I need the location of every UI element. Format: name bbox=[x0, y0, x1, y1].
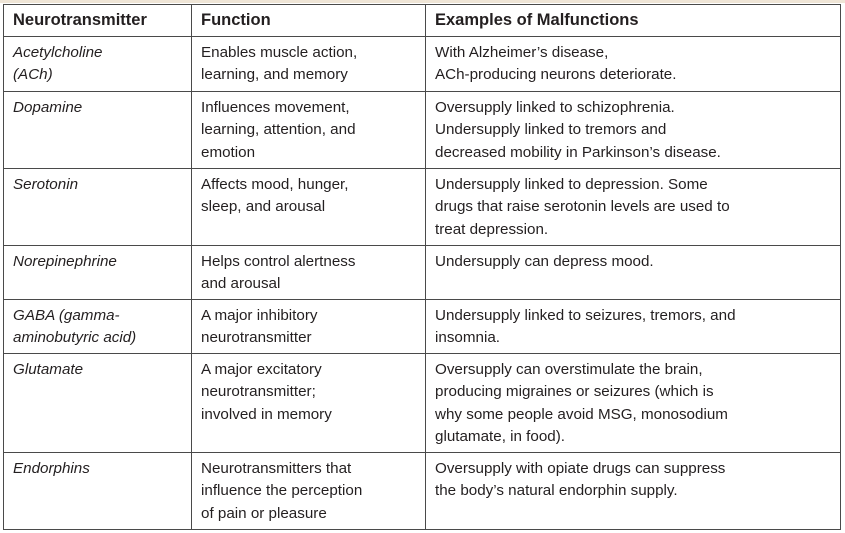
cell-function: Helps control alertness and arousal bbox=[191, 245, 426, 300]
cell-line: emotion bbox=[201, 143, 256, 161]
cell-function: Enables muscle action, learning, and mem… bbox=[191, 36, 426, 92]
cell-line: With Alzheimer’s disease, bbox=[435, 44, 609, 61]
table-row: Norepinephrine Helps control alertness a… bbox=[3, 245, 841, 300]
table-row: Dopamine Influences movement, learning, … bbox=[3, 91, 841, 169]
table-row: Serotonin Affects mood, hunger, sleep, a… bbox=[3, 168, 841, 246]
cell-line: glutamate, in food). bbox=[435, 428, 566, 446]
header-row: Neurotransmitter Function Examples of Ma… bbox=[3, 4, 841, 37]
cell-line: neurotransmitter bbox=[201, 329, 312, 347]
cell-malfunction: Oversupply with opiate drugs can suppres… bbox=[425, 452, 841, 530]
cell-line: ACh-producing neurons deteriorate. bbox=[435, 66, 677, 84]
cell-line: the body’s natural endorphin supply. bbox=[435, 482, 678, 500]
cell-line: why some people avoid MSG, monosodium bbox=[435, 405, 728, 423]
cell-line: Oversupply linked to schizophrenia. bbox=[435, 99, 675, 116]
cell-line: Undersupply linked to seizures, tremors,… bbox=[435, 307, 736, 324]
cell-line: treat depression. bbox=[435, 220, 549, 238]
cell-line: influence the perception bbox=[201, 482, 363, 500]
cell-line: producing migraines or seizures (which i… bbox=[435, 383, 714, 401]
table-row: GABA (gamma- aminobutyric acid) A major … bbox=[3, 299, 841, 354]
cell-line: (ACh) bbox=[13, 66, 53, 84]
table-row: Glutamate A major excitatory neurotransm… bbox=[3, 353, 841, 453]
cell-line: learning, and memory bbox=[201, 66, 348, 84]
cell-line: Serotonin bbox=[13, 176, 79, 193]
cell-function: Affects mood, hunger, sleep, and arousal bbox=[191, 168, 426, 246]
cell-line: Oversupply with opiate drugs can suppres… bbox=[435, 460, 726, 477]
header-function: Function bbox=[191, 4, 426, 37]
cell-malfunction: Oversupply linked to schizophrenia. Unde… bbox=[425, 91, 841, 169]
cell-line: GABA (gamma- bbox=[13, 307, 120, 324]
cell-neurotransmitter: Serotonin bbox=[3, 168, 192, 246]
cell-line: and arousal bbox=[201, 275, 281, 293]
cell-neurotransmitter: Norepinephrine bbox=[3, 245, 192, 300]
cell-function: A major excitatory neurotransmitter; inv… bbox=[191, 353, 426, 453]
cell-line: Glutamate bbox=[13, 361, 84, 378]
cell-neurotransmitter: Dopamine bbox=[3, 91, 192, 169]
cell-line: aminobutyric acid) bbox=[13, 329, 137, 347]
header-malfunctions: Examples of Malfunctions bbox=[425, 4, 841, 37]
cell-line: Undersupply can depress mood. bbox=[435, 253, 654, 270]
cell-line: Helps control alertness bbox=[201, 253, 356, 270]
cell-line: learning, attention, and bbox=[201, 121, 356, 139]
cell-line: insomnia. bbox=[435, 329, 500, 347]
cell-neurotransmitter: GABA (gamma- aminobutyric acid) bbox=[3, 299, 192, 354]
cell-line: Endorphins bbox=[13, 460, 90, 477]
header-neurotransmitter: Neurotransmitter bbox=[3, 4, 192, 37]
table-row: Acetylcholine (ACh) Enables muscle actio… bbox=[3, 36, 841, 92]
cell-line: involved in memory bbox=[201, 405, 332, 423]
cell-line: of pain or pleasure bbox=[201, 504, 327, 522]
cell-neurotransmitter: Endorphins bbox=[3, 452, 192, 530]
table-row: Endorphins Neurotransmitters that influe… bbox=[3, 452, 841, 530]
cell-function: Neurotransmitters that influence the per… bbox=[191, 452, 426, 530]
cell-neurotransmitter: Acetylcholine (ACh) bbox=[3, 36, 192, 92]
cell-line: drugs that raise serotonin levels are us… bbox=[435, 198, 730, 216]
cell-malfunction: Undersupply can depress mood. bbox=[425, 245, 841, 300]
cell-line: Norepinephrine bbox=[13, 253, 117, 270]
cell-line: Affects mood, hunger, bbox=[201, 176, 349, 193]
cell-line: Neurotransmitters that bbox=[201, 460, 352, 477]
cell-line: Oversupply can overstimulate the brain, bbox=[435, 361, 703, 378]
cell-line: Undersupply linked to depression. Some bbox=[435, 176, 708, 193]
table-header: Neurotransmitter Function Examples of Ma… bbox=[3, 4, 841, 37]
cell-line: Dopamine bbox=[13, 99, 83, 116]
cell-line: decreased mobility in Parkinson’s diseas… bbox=[435, 143, 721, 161]
cell-line: A major inhibitory bbox=[201, 307, 318, 324]
neurotransmitter-table: Neurotransmitter Function Examples of Ma… bbox=[3, 4, 841, 530]
cell-malfunction: Oversupply can overstimulate the brain, … bbox=[425, 353, 841, 453]
cell-line: neurotransmitter; bbox=[201, 383, 316, 401]
cell-function: Influences movement, learning, attention… bbox=[191, 91, 426, 169]
cell-malfunction: Undersupply linked to depression. Some d… bbox=[425, 168, 841, 246]
cell-malfunction: Undersupply linked to seizures, tremors,… bbox=[425, 299, 841, 354]
cell-line: Influences movement, bbox=[201, 99, 350, 116]
cell-line: Undersupply linked to tremors and bbox=[435, 121, 667, 139]
cell-line: Enables muscle action, bbox=[201, 44, 358, 61]
cell-malfunction: With Alzheimer’s disease, ACh-producing … bbox=[425, 36, 841, 92]
cell-neurotransmitter: Glutamate bbox=[3, 353, 192, 453]
cell-function: A major inhibitory neurotransmitter bbox=[191, 299, 426, 354]
cell-line: A major excitatory bbox=[201, 361, 322, 378]
top-decorative-strip bbox=[0, 0, 845, 3]
cell-line: Acetylcholine bbox=[13, 44, 103, 61]
cell-line: sleep, and arousal bbox=[201, 198, 326, 216]
